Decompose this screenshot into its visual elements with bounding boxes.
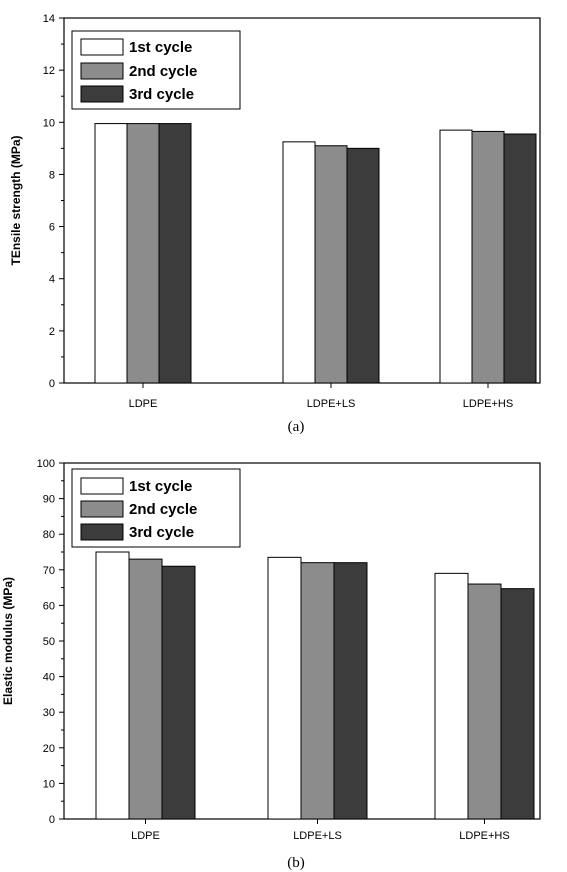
- y-axis-title: Elastic modulus (MPa): [1, 577, 15, 705]
- y-tick-label: 60: [43, 600, 55, 612]
- tensile-strength-chart: 0 2 4 6 8 10 12 14 TEnsile strength (MPa) LDPE LDP…: [9, 13, 541, 435]
- y-tick-label: 8: [49, 169, 55, 181]
- y-tick-label: 100: [37, 458, 55, 470]
- legend-label: 3rd cycle: [129, 524, 194, 541]
- legend-label: 2nd cycle: [129, 501, 197, 518]
- legend-swatch: [80, 477, 124, 495]
- y-tick-label: 4: [49, 274, 55, 286]
- x-category-label: LDPE: [131, 830, 160, 842]
- y-tick-label: 0: [49, 378, 55, 390]
- bar-3rd-cycle-LDPE+HS: [503, 133, 537, 384]
- bar-3rd-cycle-LDPE: [158, 123, 192, 384]
- x-category-label: LDPE+LS: [293, 830, 342, 842]
- elastic-modulus-chart: 0 10 20 30 40 50 60 70 80 90 100 Elastic modulus (M…: [1, 458, 541, 871]
- figure-caption: (b): [287, 855, 305, 871]
- bar-1st-cycle-LDPE+HS: [439, 129, 473, 384]
- bar-1st-cycle-LDPE: [94, 123, 128, 384]
- bar-3rd-cycle-LDPE+HS: [500, 588, 535, 820]
- y-tick-label: 12: [43, 65, 55, 77]
- legend-label: 1st cycle: [129, 39, 192, 56]
- y-tick-label: 0: [49, 814, 55, 826]
- y-axis-title: TEnsile strength (MPa): [9, 135, 23, 265]
- bar-3rd-cycle-LDPE: [161, 565, 196, 820]
- bar-2nd-cycle-LDPE+LS: [314, 145, 348, 384]
- x-category-label: LDPE+LS: [307, 398, 356, 410]
- bar-2nd-cycle-LDPE: [126, 123, 160, 384]
- y-tick-label: 2: [49, 326, 55, 338]
- y-tick-label: 20: [43, 743, 55, 755]
- bar-2nd-cycle-LDPE+HS: [467, 583, 502, 820]
- y-tick-label: 80: [43, 529, 55, 541]
- bar-1st-cycle-LDPE: [95, 551, 130, 820]
- legend-label: 1st cycle: [129, 478, 192, 495]
- legend-swatch: [80, 85, 124, 103]
- legend-swatch: [80, 62, 124, 80]
- y-tick-label: 10: [43, 117, 55, 129]
- bar-2nd-cycle-LDPE: [128, 558, 163, 820]
- y-tick-label: 30: [43, 707, 55, 719]
- y-tick-label: 6: [49, 222, 55, 234]
- x-category-label: LDPE+HS: [463, 398, 513, 410]
- y-tick-label: 50: [43, 636, 55, 648]
- bar-2nd-cycle-LDPE+HS: [471, 130, 505, 384]
- y-tick-label: 40: [43, 672, 55, 684]
- legend-label: 2nd cycle: [129, 63, 197, 80]
- y-tick-label: 70: [43, 565, 55, 577]
- bar-3rd-cycle-LDPE+LS: [346, 147, 380, 384]
- y-tick-label: 90: [43, 494, 55, 506]
- bar-1st-cycle-LDPE+LS: [267, 556, 302, 820]
- y-tick-label: 14: [43, 13, 55, 25]
- figure-caption: (a): [288, 419, 305, 435]
- y-tick-label: 10: [43, 778, 55, 790]
- bar-1st-cycle-LDPE+LS: [282, 141, 316, 384]
- x-category-label: LDPE: [129, 398, 158, 410]
- bar-3rd-cycle-LDPE+LS: [333, 562, 368, 820]
- bar-2nd-cycle-LDPE+LS: [300, 562, 335, 820]
- legend-swatch: [80, 500, 124, 518]
- legend-swatch: [80, 523, 124, 541]
- bar-1st-cycle-LDPE+HS: [434, 572, 469, 820]
- legend-label: 3rd cycle: [129, 86, 194, 103]
- legend-swatch: [80, 38, 124, 56]
- x-category-label: LDPE+HS: [459, 830, 509, 842]
